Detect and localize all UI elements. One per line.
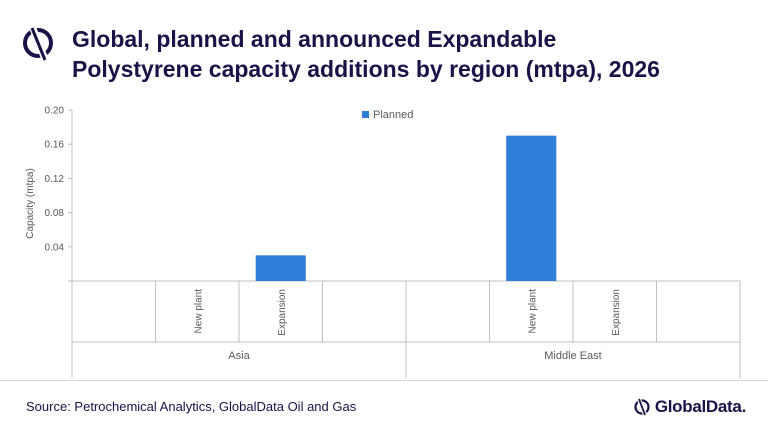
title-line-2: Polystyrene capacity additions by region… bbox=[72, 56, 660, 82]
bar bbox=[506, 135, 557, 281]
brand-logo: GlobalData. bbox=[633, 394, 746, 420]
legend-label: Planned bbox=[373, 109, 413, 121]
header: Global, planned and announced Expandable… bbox=[0, 0, 768, 96]
bar bbox=[255, 255, 306, 281]
y-tick-label: 0.12 bbox=[45, 174, 65, 185]
globaldata-mark-icon bbox=[23, 24, 53, 64]
x-tick-label: New plant bbox=[193, 289, 204, 334]
globaldata-brand-icon bbox=[634, 397, 650, 417]
chart-area: 0.20 0.16 0.12 0.08 0.04 Capacity (mtpa) New p… bbox=[0, 96, 768, 380]
legend-swatch bbox=[362, 111, 369, 118]
title-line-1: Global, planned and announced Expandable bbox=[72, 26, 557, 52]
y-tick-label: 0.16 bbox=[45, 140, 65, 151]
x-tick-label: Expansion bbox=[277, 289, 288, 336]
y-tick-label: 0.20 bbox=[45, 106, 65, 117]
footer-divider bbox=[0, 380, 768, 381]
source-note: Source: Petrochemical Analytics, GlobalD… bbox=[26, 399, 357, 414]
x-tick-label: New plant bbox=[527, 289, 538, 334]
y-axis-title: Capacity (mtpa) bbox=[25, 168, 36, 239]
group-label: Middle East bbox=[544, 350, 601, 362]
y-tick-label: 0.04 bbox=[45, 242, 65, 253]
x-tick-label: Expansion bbox=[611, 289, 622, 336]
brand-name: GlobalData. bbox=[654, 397, 746, 416]
chart-title: Global, planned and announced Expandable… bbox=[72, 24, 752, 84]
y-tick-label: 0.08 bbox=[45, 208, 65, 219]
bar-chart: 0.20 0.16 0.12 0.08 0.04 Capacity (mtpa) New p… bbox=[25, 106, 741, 378]
group-label: Asia bbox=[228, 350, 250, 362]
